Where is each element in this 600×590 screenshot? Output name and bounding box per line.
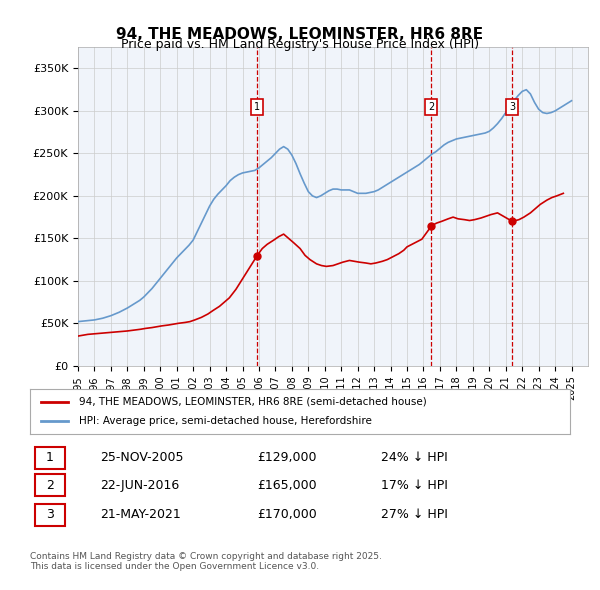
Text: 27% ↓ HPI: 27% ↓ HPI [381, 508, 448, 521]
Text: £129,000: £129,000 [257, 451, 316, 464]
Text: 1: 1 [254, 101, 260, 112]
Text: £170,000: £170,000 [257, 508, 317, 521]
FancyBboxPatch shape [35, 504, 65, 526]
Text: 2: 2 [428, 101, 434, 112]
Text: 2: 2 [46, 478, 54, 492]
Text: HPI: Average price, semi-detached house, Herefordshire: HPI: Average price, semi-detached house,… [79, 417, 371, 426]
FancyBboxPatch shape [35, 447, 65, 469]
Text: 3: 3 [509, 101, 515, 112]
Text: 17% ↓ HPI: 17% ↓ HPI [381, 478, 448, 492]
Text: Contains HM Land Registry data © Crown copyright and database right 2025.
This d: Contains HM Land Registry data © Crown c… [30, 552, 382, 571]
Text: 94, THE MEADOWS, LEOMINSTER, HR6 8RE: 94, THE MEADOWS, LEOMINSTER, HR6 8RE [116, 27, 484, 41]
Text: 25-NOV-2005: 25-NOV-2005 [100, 451, 184, 464]
FancyBboxPatch shape [35, 474, 65, 496]
Text: 24% ↓ HPI: 24% ↓ HPI [381, 451, 448, 464]
Text: £165,000: £165,000 [257, 478, 316, 492]
Text: 21-MAY-2021: 21-MAY-2021 [100, 508, 181, 521]
Text: 1: 1 [46, 451, 54, 464]
Text: 3: 3 [46, 508, 54, 521]
Text: 94, THE MEADOWS, LEOMINSTER, HR6 8RE (semi-detached house): 94, THE MEADOWS, LEOMINSTER, HR6 8RE (se… [79, 397, 427, 407]
Text: Price paid vs. HM Land Registry's House Price Index (HPI): Price paid vs. HM Land Registry's House … [121, 38, 479, 51]
Text: 22-JUN-2016: 22-JUN-2016 [100, 478, 179, 492]
